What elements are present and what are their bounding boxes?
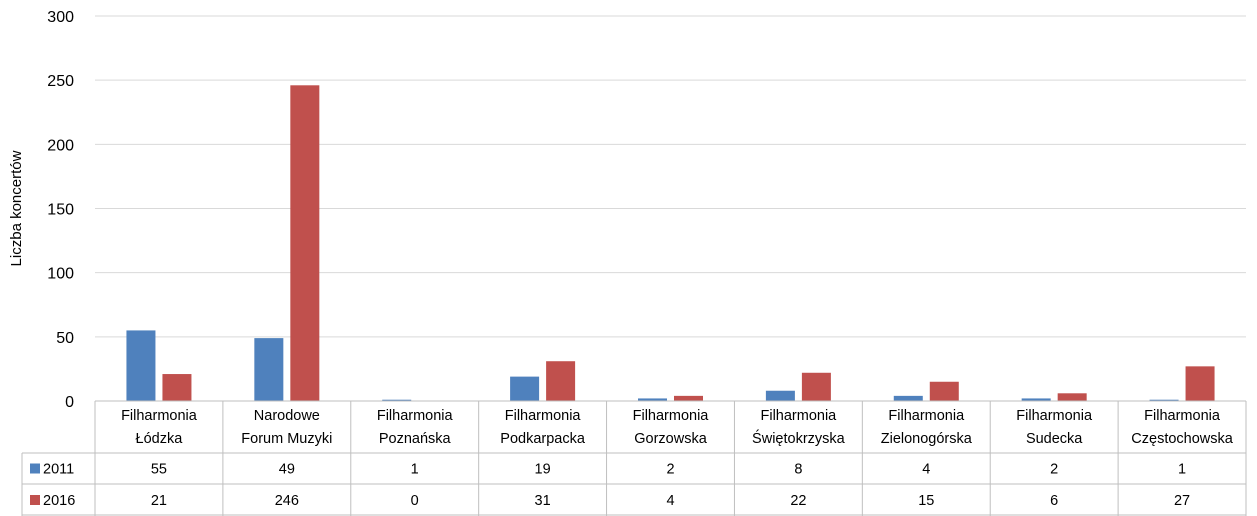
category-label: Częstochowska bbox=[1131, 431, 1233, 447]
category-label: Filharmonia bbox=[761, 408, 838, 424]
bar-2011 bbox=[765, 390, 795, 401]
y-tick-label: 50 bbox=[56, 330, 74, 347]
bar-2011 bbox=[893, 395, 923, 401]
table-cell: 1 bbox=[1178, 462, 1186, 478]
category-label: Sudecka bbox=[1026, 431, 1083, 447]
bar-2016 bbox=[1185, 366, 1215, 401]
y-tick-label: 0 bbox=[65, 394, 74, 411]
y-tick-label: 250 bbox=[47, 73, 74, 90]
table-cell: 31 bbox=[535, 493, 551, 509]
bar-2011 bbox=[638, 398, 667, 401]
category-label: Filharmonia bbox=[888, 408, 965, 424]
y-tick-label: 150 bbox=[47, 202, 74, 219]
category-label: Narodowe bbox=[254, 408, 320, 424]
y-tick-label: 300 bbox=[47, 9, 74, 26]
category-label: Podkarpacka bbox=[500, 431, 586, 447]
y-axis-label: Liczba koncertów bbox=[8, 150, 25, 266]
bar-2016 bbox=[929, 381, 959, 401]
table-cell: 49 bbox=[279, 462, 295, 478]
data-table: Filharmonia Łódzka Narodowe Forum Muzyki Fil… bbox=[21, 400, 1247, 516]
category-label: Filharmonia bbox=[1144, 408, 1221, 424]
table-cell: 27 bbox=[1174, 493, 1190, 509]
bar-2011 bbox=[126, 330, 156, 401]
category-label: Poznańska bbox=[379, 431, 452, 447]
category-label: Forum Muzyki bbox=[241, 431, 332, 447]
table-cell: 2 bbox=[1050, 462, 1058, 478]
table-cell: 4 bbox=[666, 493, 674, 509]
category-label: Filharmonia bbox=[1016, 408, 1093, 424]
bar-2011 bbox=[1021, 398, 1051, 401]
bar-2016 bbox=[801, 372, 831, 401]
table-cell: 19 bbox=[535, 462, 551, 478]
category-label: Łódzka bbox=[136, 431, 184, 447]
table-cell: 55 bbox=[151, 462, 167, 478]
category-label: Filharmonia bbox=[633, 408, 710, 424]
bar-2016 bbox=[1057, 393, 1087, 401]
bar-2016 bbox=[546, 361, 576, 401]
table-cell: 15 bbox=[918, 493, 934, 509]
category-label: Gorzowska bbox=[634, 431, 707, 447]
bar-2016 bbox=[162, 374, 192, 401]
y-tick-label: 200 bbox=[47, 137, 74, 154]
category-label: Świętokrzyska bbox=[752, 429, 846, 447]
table-cell: 0 bbox=[411, 493, 419, 509]
table-cell: 8 bbox=[794, 462, 802, 478]
bar-2011 bbox=[254, 338, 284, 401]
category-label: Zielonogórska bbox=[881, 431, 973, 447]
bars bbox=[126, 85, 1215, 402]
category-label: Filharmonia bbox=[121, 408, 198, 424]
legend-label: 2011 bbox=[43, 462, 74, 478]
bar-2011 bbox=[382, 399, 412, 401]
bar-2016 bbox=[290, 85, 320, 402]
category-label: Filharmonia bbox=[377, 408, 454, 424]
y-ticks: 0 50 100 150 200 250 300 bbox=[47, 9, 74, 411]
bar-2011 bbox=[510, 376, 540, 401]
legend-key-2016 bbox=[30, 495, 40, 505]
table-cell: 246 bbox=[275, 493, 299, 509]
table-cell: 21 bbox=[151, 493, 167, 509]
bar-2016 bbox=[674, 395, 703, 401]
table-cell: 4 bbox=[922, 462, 930, 478]
y-tick-label: 100 bbox=[47, 266, 74, 283]
gridlines bbox=[95, 15, 1246, 338]
table-cell: 1 bbox=[411, 462, 419, 478]
legend-label: 2016 bbox=[43, 493, 75, 509]
bar-2011 bbox=[1149, 399, 1179, 401]
table-cell: 22 bbox=[790, 493, 806, 509]
category-label: Filharmonia bbox=[505, 408, 582, 424]
legend-key-2011 bbox=[30, 463, 40, 474]
table-cell: 2 bbox=[666, 462, 674, 478]
table-cell: 6 bbox=[1050, 493, 1058, 509]
